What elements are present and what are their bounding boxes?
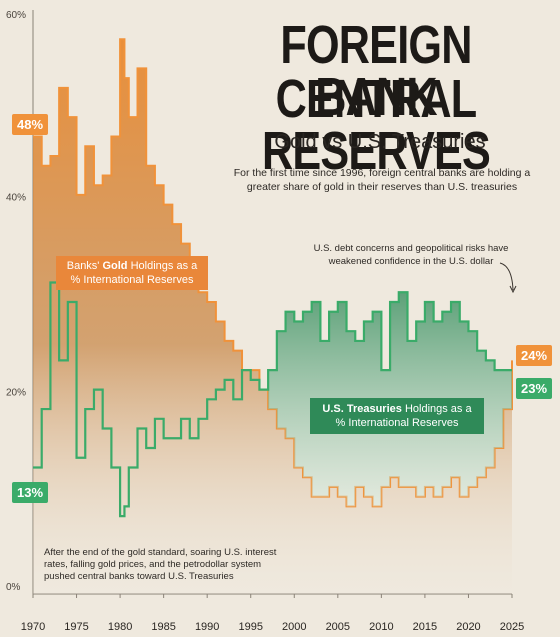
x-tick-label: 2010 [369,621,393,633]
gold-start-value-tag: 48% [12,114,49,135]
gold-label-bold: Gold [102,260,128,272]
x-tick-label: 1985 [151,621,175,633]
x-tick-label: 2015 [413,621,437,633]
x-tick-label: 1995 [238,621,262,633]
annotation-gold-standard: After the end of the gold standard, soar… [44,547,277,582]
treasuries-end-value-tag: 23% [516,378,553,399]
x-tick-label: 2020 [456,621,480,633]
y-tick-label: 20% [6,387,26,398]
annotation-dollar-confidence: U.S. debt concerns and geopolitical risk… [313,243,509,267]
gold-label-suffix: Holdings as a % International Reserves [70,260,198,286]
gold-label-prefix: Banks' [66,260,103,272]
treasuries-label-bold: U.S. Treasuries [322,403,402,415]
x-tick-label: 1970 [21,621,45,633]
gold-area [33,39,512,594]
gold-line [33,38,513,508]
gold-series-label: Banks' Gold Holdings as a % Internationa… [56,256,208,290]
intro-text: For the first time since 1996, foreign c… [233,167,531,193]
treasuries-line [33,281,512,518]
x-tick-label: 1990 [195,621,219,633]
treasuries-start-value-tag: 13% [12,482,49,503]
gold-end-value-tag: 24% [516,345,553,366]
chart-subtitle: Gold vs U.S. Treasuries [274,131,486,153]
y-tick-label: 60% [6,10,26,21]
x-tick-label: 2000 [282,621,306,633]
treasuries-area [33,282,512,517]
chart-title-line-2: BANK RESERVES [261,67,491,181]
y-tick-label: 0% [6,582,21,593]
x-tick-label: 2005 [326,621,350,633]
x-tick-label: 1980 [108,621,132,633]
x-tick-label: 2025 [500,621,524,633]
chart-title-line-1: FOREIGN CENTRAL [275,15,478,129]
y-tick-label: 40% [6,193,26,204]
treasuries-series-label: U.S. Treasuries Holdings as a % Internat… [310,398,484,434]
annotation-arrow [499,262,514,291]
x-tick-label: 1975 [64,621,88,633]
annotation-arrowhead [509,285,517,294]
treasuries-label-suffix: Holdings as a % International Reserves [335,403,472,429]
